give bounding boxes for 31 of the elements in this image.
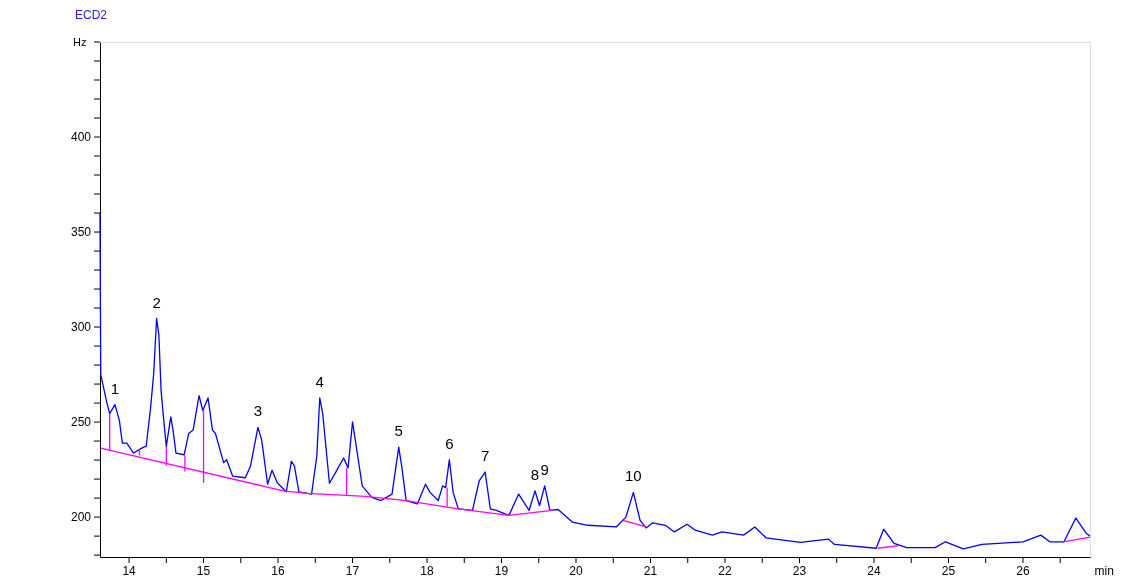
- x-tick-label: 21: [643, 564, 658, 578]
- x-tick-label: 23: [792, 564, 807, 578]
- chart-title: ECD2: [74, 8, 108, 22]
- x-tick-label: 24: [867, 564, 881, 578]
- y-tick-label: 350: [70, 225, 92, 240]
- y-tick-label: 200: [70, 510, 92, 525]
- x-tick-label: 17: [345, 564, 360, 578]
- x-tick-label: 16: [271, 564, 286, 578]
- x-tick-label: 22: [718, 564, 732, 578]
- annotation: 6: [445, 434, 454, 452]
- x-axis-title: min: [1094, 563, 1114, 578]
- annotation: 5: [394, 422, 403, 440]
- annotation: 3: [253, 402, 263, 420]
- y-tick-label: 300: [70, 320, 92, 335]
- annotation: 4: [315, 372, 324, 390]
- y-tick-label: 250: [70, 415, 92, 430]
- x-tick-label: 19: [494, 564, 509, 578]
- annotation: 1: [110, 379, 120, 397]
- x-tick-label: 25: [941, 564, 956, 578]
- x-tick-label: 14: [122, 564, 137, 578]
- annotation: 2: [152, 293, 161, 311]
- x-tick-label: 26: [1016, 564, 1030, 578]
- annotation: 7: [480, 447, 490, 465]
- x-tick-label: 15: [196, 564, 211, 578]
- y-axis-title: Hz: [73, 35, 87, 48]
- annotation: 10: [625, 467, 642, 485]
- x-tick-label: 18: [420, 564, 435, 578]
- annotation: 9: [540, 460, 549, 478]
- annotation: 8: [530, 465, 540, 483]
- x-tick-label: 20: [569, 564, 583, 578]
- y-tick-label: 400: [70, 130, 92, 145]
